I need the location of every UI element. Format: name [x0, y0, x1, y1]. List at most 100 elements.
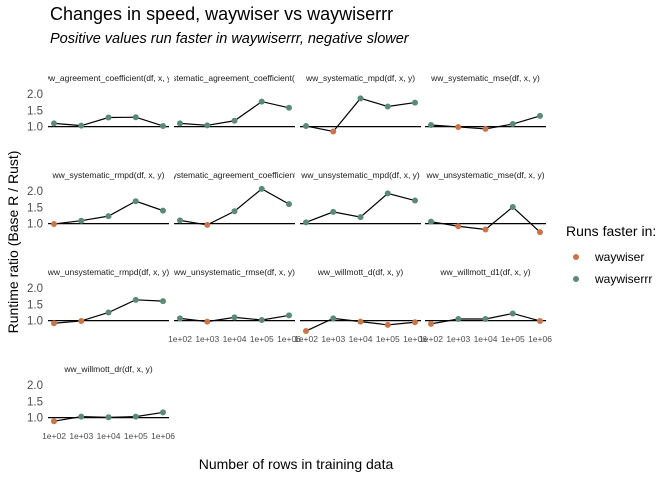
- series-line: [53, 200, 164, 225]
- data-point: [160, 298, 166, 305]
- data-point: [384, 321, 391, 328]
- series-line: [179, 188, 290, 226]
- legend-item-label: waywiserrr: [594, 272, 652, 286]
- data-point: [384, 190, 391, 197]
- legend-item-label: waywiser: [594, 250, 644, 264]
- facet-strip-label: ww_unsystematic_agreement_coefficient(df…: [141, 170, 328, 180]
- facet-strip-label: ww_systematic_mse(df, x, y): [430, 73, 540, 83]
- data-point: [204, 122, 211, 129]
- y-tick-label: 2.0: [27, 89, 43, 101]
- data-point: [537, 229, 543, 236]
- data-point: [105, 213, 112, 220]
- x-tick-label: 1e+06: [151, 431, 175, 441]
- facet-panel: ww_willmott_d1(df, x, y)1e+02 1e+03 1e+04 1…: [419, 267, 552, 344]
- facet-strip-label: ww_willmott_d(df, x, y): [317, 267, 404, 277]
- facet-panel: ww_unsystematic_rmpd(df, x, y) 1.0 1.5 2.0: [27, 267, 169, 328]
- facet-panel: ww_unsystematic_mpd(df, x, y): [300, 170, 421, 226]
- x-tick-label: 1e+02: [419, 334, 443, 344]
- facet-panel: ww_systematic_rmpd(df, x, y) 1.0 1.5 2.0: [27, 170, 169, 231]
- y-tick-label: 1.5: [27, 105, 43, 117]
- chart-title: Changes in speed, waywiser vs waywiserrr: [50, 4, 393, 24]
- data-point: [330, 208, 337, 215]
- x-tick-label: 1e+04: [349, 334, 373, 344]
- facet-panel: ww_willmott_d(df, x, y)1e+02 1e+03 1e+04 1e…: [294, 267, 427, 344]
- data-point: [482, 316, 489, 322]
- facet-strip-label: ww_systematic_agreement_coefficient(df, …: [145, 73, 322, 83]
- x-tick-label: 1e+06: [277, 334, 301, 344]
- data-point: [231, 117, 238, 124]
- data-point: [132, 198, 139, 205]
- y-tick-label: 2.0: [27, 380, 43, 392]
- data-point: [357, 95, 364, 102]
- data-point: [231, 314, 238, 321]
- data-point: [51, 320, 57, 327]
- x-tick-label: 1e+02: [42, 431, 66, 441]
- x-tick-label: 1e+02: [168, 334, 192, 344]
- data-point: [177, 315, 183, 322]
- x-tick-label: 1e+04: [223, 334, 247, 344]
- legend-key-dot: [573, 276, 579, 282]
- data-point: [160, 409, 166, 416]
- facet-strip-label: ww_systematic_mpd(df, x, y): [305, 73, 415, 83]
- facet-panel: ww_unsystematic_rmse(df, x, y) 1e+02 1e+03…: [168, 267, 301, 344]
- data-point: [455, 123, 462, 130]
- facet-panel: ww_systematic_agreement_coefficient(df, …: [145, 73, 322, 129]
- data-point: [204, 318, 211, 325]
- facet-strip-label: ww_willmott_dr(df, x, y): [63, 364, 152, 374]
- facet-strip-label: ww_systematic_rmpd(df, x, y): [52, 170, 165, 180]
- facet-panel: ww_agreement_coefficient(df, x, y) 1.0 1.5…: [27, 73, 174, 134]
- data-point: [78, 413, 85, 420]
- x-tick-label: 1e+05: [250, 334, 274, 344]
- data-point: [160, 122, 166, 129]
- facet-strip-label: ww_unsystematic_rmse(df, x, y): [173, 267, 295, 277]
- data-point: [412, 99, 418, 106]
- data-point: [177, 120, 183, 127]
- data-point: [78, 122, 85, 129]
- data-point: [51, 120, 57, 127]
- data-point: [428, 320, 434, 327]
- data-point: [258, 316, 265, 323]
- data-point: [204, 221, 211, 228]
- y-tick-label: 1.5: [27, 299, 43, 311]
- data-point: [412, 319, 418, 326]
- x-tick-label: 1e+05: [124, 431, 148, 441]
- data-point: [303, 328, 309, 335]
- data-point: [482, 125, 489, 132]
- data-point: [286, 201, 292, 208]
- data-point: [78, 317, 85, 324]
- y-axis-title: Runtime ratio (Base R / Rust): [5, 151, 21, 334]
- y-tick-label: 2.0: [27, 186, 43, 198]
- facet-panel: ww_willmott_dr(df, x, y)1.01.52.01e+02 1e…: [27, 364, 175, 441]
- data-point: [357, 318, 364, 325]
- data-point: [509, 310, 516, 317]
- data-point: [286, 104, 292, 111]
- data-point: [455, 223, 462, 230]
- x-tick-label: 1e+02: [294, 334, 318, 344]
- data-point: [509, 204, 516, 211]
- chart-subtitle: Positive values run faster in waywiserrr…: [50, 31, 410, 47]
- data-point: [105, 414, 112, 421]
- x-tick-label: 1e+05: [501, 334, 525, 344]
- y-tick-label: 1.0: [27, 413, 43, 425]
- facet-panel: ww_unsystematic_agreement_coefficient(df…: [141, 170, 328, 228]
- x-tick-label: 1e+03: [195, 334, 219, 344]
- y-tick-label: 1.0: [27, 122, 43, 134]
- data-point: [330, 315, 337, 322]
- data-point: [303, 122, 309, 129]
- data-point: [160, 207, 166, 214]
- x-tick-label: 1e+03: [446, 334, 470, 344]
- data-point: [303, 219, 309, 226]
- data-point: [330, 128, 337, 135]
- x-tick-label: 1e+03: [321, 334, 345, 344]
- facet-strip-label: ww_unsystematic_mpd(df, x, y): [300, 170, 420, 180]
- legend-title: Runs faster in:: [566, 223, 656, 239]
- x-axis-title: Number of rows in training data: [199, 456, 394, 472]
- facet-strip-label: ww_agreement_coefficient(df, x, y): [42, 73, 174, 83]
- x-tick-label: 1e+04: [97, 431, 121, 441]
- facet-panel: ww_systematic_mpd(df, x, y): [300, 73, 421, 135]
- data-point: [132, 413, 139, 420]
- data-point: [258, 185, 265, 192]
- y-tick-label: 2.0: [27, 283, 43, 295]
- x-tick-label: 1e+06: [528, 334, 552, 344]
- data-point: [258, 98, 265, 105]
